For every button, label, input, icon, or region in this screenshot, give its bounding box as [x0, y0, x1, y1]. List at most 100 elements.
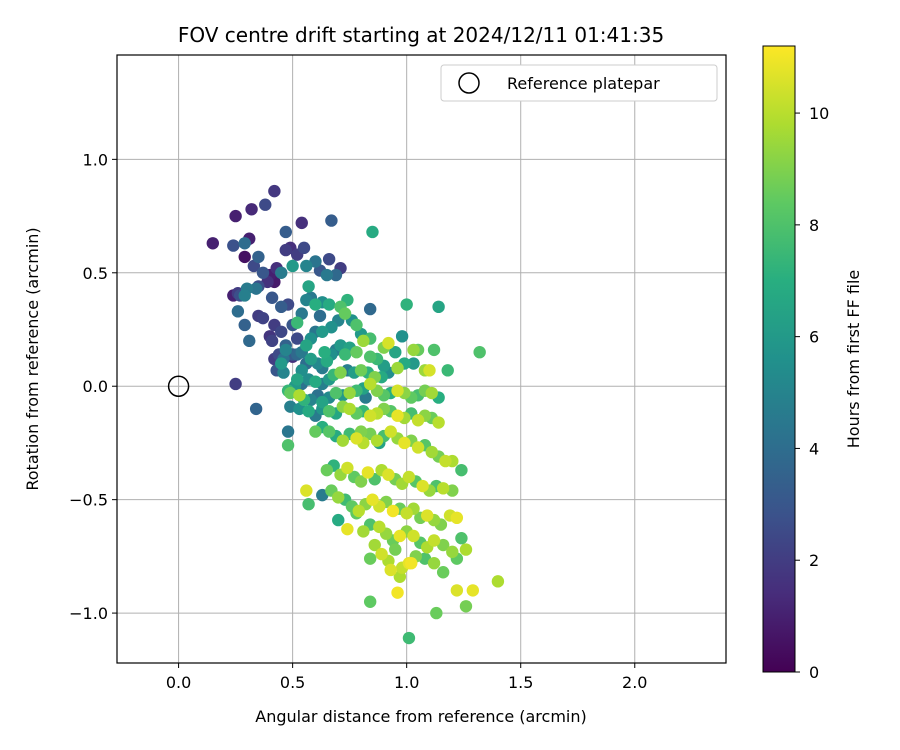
data-point	[459, 600, 473, 613]
data-point	[368, 538, 381, 552]
data-point	[455, 463, 468, 477]
data-point	[363, 409, 377, 422]
data-point	[357, 334, 370, 348]
y-axis-ticks: −1.0 −0.5 0.0 0.5 1.0	[69, 150, 117, 623]
data-point	[352, 504, 365, 518]
data-point	[290, 373, 304, 386]
data-point	[373, 520, 386, 534]
data-point	[275, 266, 288, 279]
data-point	[304, 352, 318, 366]
chart-title: FOV centre drift starting at 2024/12/11 …	[178, 23, 664, 47]
data-point	[268, 184, 281, 198]
data-point	[350, 318, 363, 332]
data-point	[252, 250, 265, 264]
data-point	[316, 325, 329, 338]
data-point	[229, 377, 242, 391]
y-tick-label: 0.0	[83, 377, 108, 396]
grid	[117, 55, 726, 663]
legend-box	[440, 64, 718, 102]
data-point	[384, 425, 397, 438]
data-point	[421, 509, 434, 522]
data-point	[389, 345, 402, 359]
data-point	[309, 425, 322, 438]
y-tick-label: −1.0	[69, 604, 108, 623]
data-point	[322, 252, 336, 266]
data-point	[322, 298, 336, 311]
data-point	[382, 336, 395, 350]
data-point	[341, 522, 354, 536]
data-point	[400, 507, 413, 520]
data-point	[391, 384, 404, 397]
data-point	[302, 404, 315, 418]
data-point	[265, 291, 279, 304]
data-point	[455, 532, 468, 545]
data-point	[436, 566, 450, 579]
data-point	[411, 414, 425, 427]
data-point	[384, 563, 397, 577]
data-point	[375, 547, 388, 561]
data-point	[441, 364, 454, 377]
data-point	[350, 432, 363, 445]
data-point	[290, 316, 304, 329]
data-point	[407, 529, 420, 543]
data-point	[243, 334, 256, 348]
data-point	[363, 350, 377, 363]
data-point	[302, 280, 315, 293]
data-point	[407, 343, 420, 357]
data-point	[395, 330, 409, 343]
x-tick-label: 0.5	[280, 673, 305, 692]
data-point	[402, 470, 416, 484]
data-point	[286, 259, 299, 273]
data-point	[450, 511, 464, 525]
legend: Reference platepar	[440, 64, 718, 102]
data-point	[275, 300, 288, 314]
data-point	[300, 339, 313, 352]
data-point	[366, 493, 379, 506]
data-point	[265, 334, 279, 348]
data-point	[357, 525, 370, 538]
data-point	[427, 556, 441, 570]
data-point	[446, 545, 459, 559]
data-points	[206, 184, 505, 645]
data-point	[259, 198, 272, 211]
data-point	[466, 584, 480, 597]
colorbar-gradient	[762, 45, 796, 673]
data-point	[322, 404, 336, 418]
data-point	[370, 434, 384, 447]
data-point	[407, 357, 420, 370]
data-point	[459, 543, 473, 556]
x-tick-label: 0.0	[166, 673, 191, 692]
x-axis-ticks: 0.0 0.5 1.0 1.5 2.0	[166, 663, 647, 692]
colorbar-tick-label: 8	[809, 216, 819, 235]
data-point	[275, 325, 288, 338]
data-point	[338, 307, 352, 320]
reference-marker	[167, 375, 190, 397]
data-point	[416, 479, 429, 493]
plot-frame	[116, 54, 727, 664]
data-point	[425, 445, 438, 459]
data-point	[432, 416, 445, 429]
data-point	[350, 345, 363, 359]
data-point	[279, 243, 292, 257]
data-point	[275, 357, 288, 370]
data-point	[343, 402, 356, 416]
data-point	[325, 214, 338, 227]
data-point	[334, 366, 347, 379]
data-point	[238, 289, 251, 302]
data-point	[491, 575, 505, 588]
data-point	[343, 386, 356, 400]
data-point	[206, 237, 219, 250]
data-point	[336, 434, 350, 447]
colorbar: 0 2 4 6 8 10 Hours from first FF file	[762, 45, 863, 682]
data-point	[436, 482, 450, 495]
data-point	[229, 209, 242, 223]
data-point	[332, 491, 345, 504]
data-point	[450, 584, 464, 597]
data-point	[411, 441, 425, 454]
x-axis-label: Angular distance from reference (arcmin)	[255, 707, 586, 726]
data-point	[363, 377, 377, 391]
data-point	[386, 504, 400, 518]
colorbar-tick-label: 6	[809, 328, 819, 347]
colorbar-tick-label: 0	[809, 663, 819, 682]
data-point	[425, 386, 438, 400]
